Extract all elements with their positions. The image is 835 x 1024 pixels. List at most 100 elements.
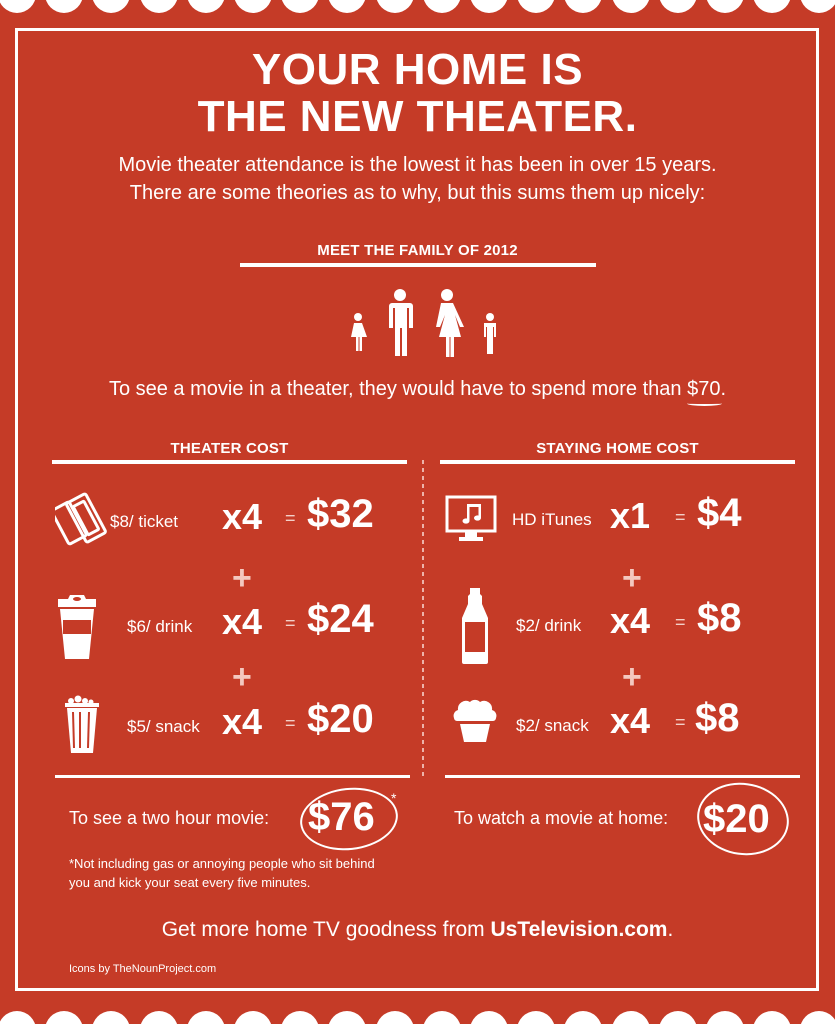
home-row-snack: $2/ snack x4 = $8 (450, 696, 810, 758)
scallop-circle (92, 0, 131, 13)
theater-cost-heading: THEATER COST (170, 440, 289, 457)
scalloped-edge-bottom (0, 1000, 835, 1024)
scallop-circle (234, 1011, 272, 1024)
scallop-circle (564, 0, 603, 13)
home-snack-unit-price: $2/ snack (516, 716, 589, 735)
home-drink-total: $8 (697, 596, 742, 640)
asterisk: * (391, 790, 397, 806)
home-summary-rule (445, 775, 800, 778)
equals-sign: = (675, 507, 686, 527)
itunes-multiplier: x1 (610, 495, 651, 536)
title-line-2: THE NEW THEATER. (197, 92, 638, 141)
theater-row-drink: $6/ drink x4 = $24 (55, 595, 415, 659)
scallop-circle (658, 1011, 697, 1024)
scallop-circle (658, 0, 697, 13)
intro-line-2: There are some theories as to why, but t… (129, 182, 706, 204)
equals-sign: = (285, 613, 296, 633)
home-drink-unit-price: $2/ drink (516, 616, 582, 635)
snack-multiplier: x4 (222, 701, 263, 742)
site-link[interactable]: UsTelevision.com (490, 918, 668, 941)
scallop-circle (45, 0, 84, 13)
theater-row-ticket: $8/ ticket x4 = $32 (55, 490, 415, 550)
drink-total: $24 (307, 597, 374, 641)
scallop-circle (0, 0, 36, 13)
plus-sign: + (232, 658, 252, 696)
footnote-line-1: *Not including gas or annoying people wh… (69, 856, 375, 871)
white-frame-border (15, 28, 819, 991)
scallop-circle (753, 0, 792, 13)
drink-unit-price: $6/ drink (127, 617, 193, 636)
scallop-circle (800, 1011, 835, 1024)
home-cost-heading: STAYING HOME COST (536, 440, 699, 457)
home-snack-multiplier: x4 (610, 700, 651, 741)
ticket-multiplier: x4 (222, 496, 263, 537)
scallop-circle (706, 1011, 744, 1024)
cta-period: . (667, 918, 674, 941)
scallop-circle (800, 0, 835, 13)
scallop-circle (611, 0, 650, 13)
spend-statement: To see a movie in a theater, they would … (0, 376, 835, 406)
woman-icon (436, 289, 464, 357)
spend-amount: $70 (687, 378, 723, 406)
icon-credit: Icons by TheNounProject.com (69, 963, 217, 975)
scallop-circle (92, 1011, 131, 1024)
call-to-action: Get more home TV goodness from UsTelevis… (0, 918, 835, 942)
home-drink-multiplier: x4 (610, 600, 651, 641)
spend-text: To see a movie in a theater, they would … (108, 378, 688, 400)
ticket-total: $32 (307, 492, 374, 536)
theater-summary-total: $76 (308, 795, 375, 839)
home-row-drink: $2/ drink x4 = $8 (460, 588, 820, 664)
drink-multiplier: x4 (222, 601, 263, 642)
scallop-circle (186, 1011, 225, 1024)
home-snack-total: $8 (695, 696, 740, 740)
theater-summary-rule (55, 775, 410, 778)
scallop-circle (281, 0, 320, 13)
theater-heading-rule (52, 460, 407, 464)
ticket-icon (55, 492, 107, 546)
scallop-circle (470, 1011, 508, 1024)
home-summary-total: $20 (703, 797, 770, 841)
scallop-circle (139, 0, 178, 13)
scallop-circle (328, 1011, 367, 1024)
snack-unit-price: $5/ snack (127, 717, 200, 736)
equals-sign: = (285, 713, 296, 733)
cta-text: Get more home TV goodness from (161, 918, 491, 941)
scallop-circle (0, 1011, 36, 1024)
scallop-circle (281, 1011, 320, 1024)
itunes-unit-price: HD iTunes (512, 510, 592, 529)
boy-icon (484, 313, 496, 354)
monitor-music-icon (445, 495, 497, 541)
popcorn-bucket-icon (65, 695, 99, 753)
scallop-circle (422, 0, 461, 13)
home-heading-rule (440, 460, 795, 464)
bottle-icon (462, 588, 488, 664)
scallop-circle (328, 0, 367, 13)
home-row-itunes: HD iTunes x1 = $4 (445, 491, 805, 555)
scallop-circle (517, 0, 556, 13)
cupcake-icon (453, 699, 497, 742)
plus-sign: + (622, 559, 642, 597)
scallop-circle (564, 1011, 603, 1024)
family-heading: MEET THE FAMILY OF 2012 (317, 242, 518, 259)
theater-summary-label: To see a two hour movie: (69, 808, 270, 828)
scallop-circle (375, 1011, 414, 1024)
scallop-circle (611, 1011, 650, 1024)
footnote: *Not including gas or annoying people wh… (69, 854, 429, 892)
scalloped-edge-top (0, 0, 835, 24)
equals-sign: = (285, 508, 296, 528)
girl-icon (351, 313, 367, 351)
scallop-circle (706, 0, 744, 13)
spend-period: . (720, 378, 727, 400)
snack-total: $20 (307, 697, 374, 741)
scallop-circle (234, 0, 272, 13)
scallop-circle (45, 1011, 84, 1024)
equals-sign: = (675, 712, 686, 732)
scallop-circle (422, 1011, 461, 1024)
scallop-circle (470, 0, 508, 13)
plus-sign: + (232, 559, 252, 597)
scallop-circle (186, 0, 225, 13)
scallop-circle (375, 0, 414, 13)
scallop-circle (139, 1011, 178, 1024)
home-summary-label: To watch a movie at home: (454, 808, 669, 828)
